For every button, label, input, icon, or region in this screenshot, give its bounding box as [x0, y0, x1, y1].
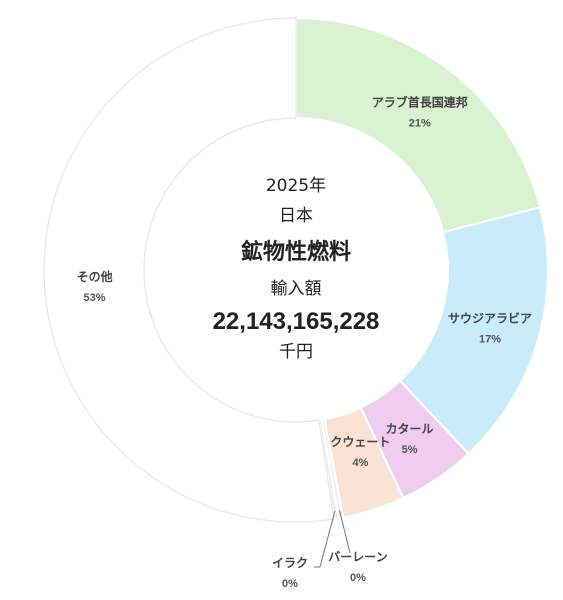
slice-name-1: アラブ首長国連邦 — [372, 94, 468, 109]
slice-7[interactable] — [43, 17, 335, 523]
slice-name-7: その他 — [77, 269, 113, 284]
center-country: 日本 — [279, 206, 313, 226]
slice-name-4: クウェート — [330, 435, 390, 449]
center-year: 2025年 — [266, 176, 326, 196]
center-unit: 千円 — [279, 342, 313, 362]
slice-labels: アラブ首長国連邦 21% サウジアラビア 17% カタール 5% クウェート 4% バーレーン 0… — [77, 94, 532, 590]
slice-percent-3: 5% — [402, 444, 418, 456]
slice-percent-5: 0% — [350, 572, 366, 584]
slice-name-3: カタール — [386, 422, 434, 436]
slice-percent-4: 4% — [352, 457, 368, 469]
center-metric: 輸入額 — [271, 279, 322, 299]
slice-1[interactable] — [295, 16, 542, 234]
slice-percent-7: 53% — [84, 292, 106, 304]
center-product: 鉱物性燃料 — [241, 239, 351, 265]
leader-lines — [314, 509, 351, 568]
center-value: 22,143,165,228 — [213, 308, 380, 335]
leader-line-6 — [314, 510, 336, 568]
slice-2[interactable] — [398, 206, 549, 456]
center-info: 2025年 日本 鉱物性燃料 輸入額 22,143,165,228 千円 — [213, 176, 380, 362]
slice-name-6: イラク — [272, 556, 308, 570]
slice-name-5: バーレーン — [328, 550, 387, 564]
slice-percent-1: 21% — [409, 117, 431, 129]
slice-name-2: サウジアラビア — [448, 310, 532, 325]
leader-line-5 — [338, 509, 351, 554]
donut-slices — [43, 16, 549, 523]
slice-percent-2: 17% — [479, 333, 501, 345]
slice-percent-6: 0% — [282, 578, 298, 590]
